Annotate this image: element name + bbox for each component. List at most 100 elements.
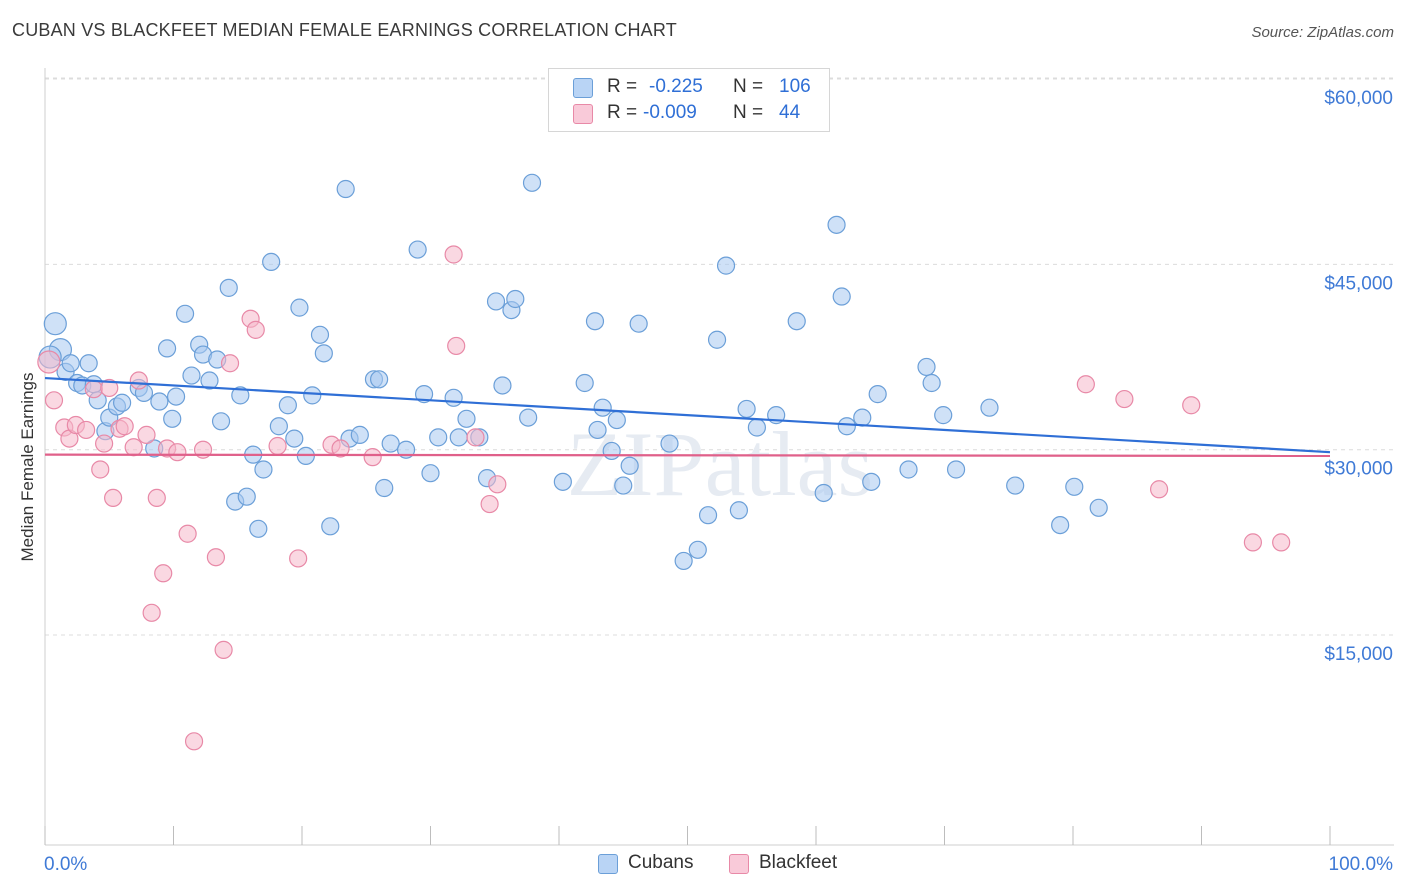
cubans-point xyxy=(814,483,833,503)
y-axis-label-text: Median Female Earnings xyxy=(18,372,37,562)
cubans-point xyxy=(1051,515,1070,535)
blackfeet-point xyxy=(168,443,187,462)
cubans-point xyxy=(231,386,250,405)
cubans-point xyxy=(61,354,80,373)
cubans-point xyxy=(575,373,594,393)
blackfeet-n-label: N = xyxy=(733,102,764,123)
blackfeet-legend-label: Blackfeet xyxy=(759,852,838,873)
cubans-point xyxy=(336,179,355,199)
cubans-point xyxy=(593,398,612,417)
cubans-point xyxy=(707,330,727,349)
cubans-point xyxy=(449,428,468,447)
cubans-trend-line xyxy=(44,376,1331,454)
cubans-point xyxy=(290,298,309,317)
cubans-point xyxy=(112,393,132,412)
correlation-legend: R = -0.225 N = 106 R = -0.009 N = 44 xyxy=(548,68,830,132)
blackfeet-point xyxy=(246,320,265,339)
blackfeet-point xyxy=(184,732,204,751)
cubans-point xyxy=(262,252,281,272)
cubans-point xyxy=(716,256,736,275)
cubans-point xyxy=(787,312,806,331)
cubans-point xyxy=(254,460,273,479)
cubans-point xyxy=(350,425,369,444)
cubans-n-value: 106 xyxy=(779,76,811,97)
blackfeet-point xyxy=(100,378,119,398)
blackfeet-swatch xyxy=(573,104,593,124)
chart-title: CUBAN VS BLACKFEET MEDIAN FEMALE EARNING… xyxy=(12,20,677,40)
blackfeet-point xyxy=(77,420,96,440)
blackfeet-point xyxy=(142,603,161,622)
blackfeet-point xyxy=(268,436,287,456)
blackfeet-point xyxy=(466,428,485,447)
blackfeet-r-value: -0.009 xyxy=(643,102,697,123)
blackfeet-point xyxy=(124,438,143,457)
cubans-point xyxy=(729,501,749,520)
cubans-point xyxy=(278,396,297,415)
blackfeet-point xyxy=(480,494,499,514)
cubans-point xyxy=(629,314,648,333)
cubans-point xyxy=(166,387,186,406)
blackfeet-point xyxy=(1272,533,1291,552)
cubans-point xyxy=(1065,477,1084,496)
cubans-point xyxy=(747,418,766,437)
cubans-point xyxy=(1006,476,1025,495)
blackfeet-point xyxy=(44,391,64,410)
blackfeet-point xyxy=(147,488,166,508)
y-tick-label: $30,000 xyxy=(1324,459,1393,480)
cubans-point xyxy=(414,385,434,404)
cubans-point xyxy=(917,357,936,377)
cubans-legend-label: Cubans xyxy=(628,852,694,873)
cubans-point xyxy=(737,399,756,419)
cubans-point xyxy=(585,312,605,331)
blackfeet-point xyxy=(1182,396,1201,415)
blackfeet-point xyxy=(37,350,61,374)
grid-layer xyxy=(45,77,1394,636)
cubans-point xyxy=(150,392,169,411)
blackfeet-point xyxy=(137,425,156,444)
cubans-point xyxy=(553,472,572,491)
blackfeet-point xyxy=(115,417,134,436)
cubans-point xyxy=(674,551,693,571)
blackfeet-point xyxy=(84,380,103,399)
cubans-point xyxy=(321,517,340,536)
blackfeet-point xyxy=(129,371,148,390)
cubans-point xyxy=(620,456,639,475)
cubans-point xyxy=(157,339,177,358)
cubans-legend-swatch xyxy=(598,854,618,874)
cubans-point xyxy=(614,476,633,495)
cubans-point xyxy=(602,441,621,461)
cubans-point xyxy=(934,406,953,425)
cubans-point xyxy=(853,408,872,427)
cubans-point xyxy=(314,344,333,363)
cubans-point xyxy=(249,519,268,538)
blackfeet-point xyxy=(1149,480,1169,499)
y-tick-label: $15,000 xyxy=(1324,644,1393,665)
cubans-point xyxy=(660,434,679,453)
blackfeet-point xyxy=(331,439,350,458)
cubans-point xyxy=(522,173,542,192)
cubans-r-value: -0.225 xyxy=(649,76,703,97)
y-tick-label: $60,000 xyxy=(1324,88,1393,109)
cubans-point xyxy=(303,386,322,405)
cubans-point xyxy=(79,354,98,373)
blackfeet-r-label: R = xyxy=(607,102,638,123)
cubans-point xyxy=(43,312,67,336)
blackfeet-point xyxy=(104,488,123,508)
blackfeet-point xyxy=(1076,375,1095,394)
y-axis-label: Median Female Earnings xyxy=(16,373,40,562)
cubans-point xyxy=(493,376,512,395)
cubans-point xyxy=(506,289,525,309)
cubans-point xyxy=(832,287,851,306)
blackfeet-point xyxy=(447,336,466,356)
blackfeet-n-value: 44 xyxy=(779,102,801,123)
y-tick-label: $45,000 xyxy=(1324,273,1393,294)
cubans-point xyxy=(429,428,448,447)
blackfeet-point xyxy=(363,448,382,467)
cubans-point xyxy=(269,417,288,436)
cubans-point xyxy=(1089,498,1108,517)
blackfeet-trend-line xyxy=(44,453,1331,457)
cubans-point xyxy=(827,215,846,234)
cubans-point xyxy=(486,292,506,311)
blackfeet-point xyxy=(444,245,463,264)
